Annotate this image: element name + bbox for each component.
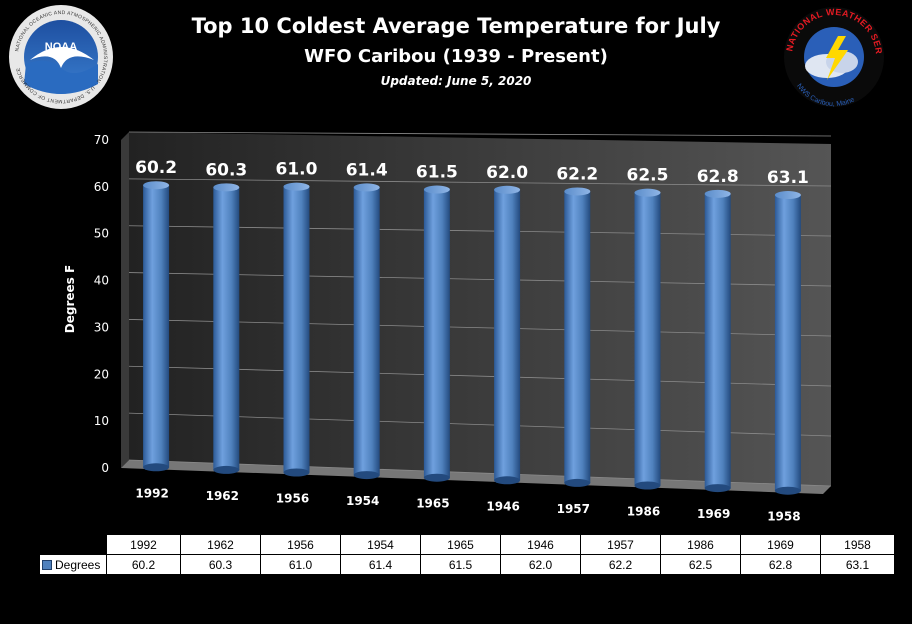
bar bbox=[564, 187, 591, 487]
y-tick-label: 30 bbox=[94, 320, 109, 334]
y-axis-label: Degrees F bbox=[63, 265, 77, 333]
table-row: Degrees 60.2 60.3 61.0 61.4 61.5 62.0 62.2 62.5… bbox=[39, 554, 895, 575]
bar bbox=[774, 191, 801, 495]
y-tick-label: 70 bbox=[94, 133, 109, 147]
y-tick-label: 50 bbox=[94, 227, 109, 241]
value-label: 63.1 bbox=[767, 168, 809, 188]
table-header-cell: 1965 bbox=[420, 534, 501, 555]
table-cell: 62.0 bbox=[500, 554, 581, 575]
value-label: 62.0 bbox=[486, 163, 528, 183]
table-header-cell: 1986 bbox=[660, 534, 741, 555]
series-name: Degrees bbox=[55, 557, 101, 572]
table-corner bbox=[39, 534, 107, 555]
table-header-row: 1992 1962 1956 1954 1965 1946 1957 1986 1969 1958 bbox=[39, 534, 895, 555]
table-cell: 60.3 bbox=[180, 554, 261, 575]
table-header-cell: 1956 bbox=[260, 534, 341, 555]
x-tick-label: 1954 bbox=[346, 494, 379, 508]
bar bbox=[494, 185, 521, 485]
x-tick-label: 1992 bbox=[135, 486, 168, 500]
table-header-cell: 1954 bbox=[340, 534, 421, 555]
table-header-cell: 1962 bbox=[180, 534, 261, 555]
x-tick-label: 1965 bbox=[416, 497, 449, 511]
x-tick-label: 1958 bbox=[767, 510, 800, 524]
chart-subtitle: WFO Caribou (1939 - Present) bbox=[304, 46, 608, 67]
x-axis: 1992 1962 1956 1954 1965 1946 1957 1986 1969 1958 bbox=[135, 486, 800, 523]
table-cell: 62.8 bbox=[740, 554, 821, 575]
bar bbox=[704, 189, 731, 493]
value-label: 62.5 bbox=[627, 166, 669, 186]
y-tick-label: 0 bbox=[101, 461, 109, 475]
x-tick-label: 1969 bbox=[697, 507, 730, 521]
updated-date: Updated: June 5, 2020 bbox=[380, 74, 532, 88]
value-label: 60.3 bbox=[205, 160, 247, 180]
table-cell: 62.5 bbox=[660, 554, 741, 575]
value-label: 61.4 bbox=[346, 160, 388, 180]
table-header-cell: 1992 bbox=[106, 534, 181, 555]
table-header-cell: 1957 bbox=[580, 534, 661, 555]
noaa-logo: NOAA NATIONAL OCEANIC AND ATMOSPHERIC AD… bbox=[9, 5, 113, 109]
bar bbox=[283, 182, 310, 477]
table-header-cell: 1946 bbox=[500, 534, 581, 555]
x-tick-label: 1946 bbox=[486, 499, 519, 513]
chart-title: Top 10 Coldest Average Temperature for J… bbox=[191, 14, 721, 38]
value-label: 62.8 bbox=[697, 167, 739, 187]
side-wall bbox=[121, 132, 129, 468]
table-cell: 61.0 bbox=[260, 554, 341, 575]
table-header-cell: 1958 bbox=[820, 534, 895, 555]
table-cell: 61.5 bbox=[420, 554, 501, 575]
data-table: 1992 1962 1956 1954 1965 1946 1957 1986 1969 1958… bbox=[39, 534, 895, 575]
table-cell: 62.2 bbox=[580, 554, 661, 575]
y-axis: 0 10 20 30 40 50 60 70 bbox=[94, 133, 109, 475]
y-tick-label: 60 bbox=[94, 180, 109, 194]
nws-logo: NATIONAL WEATHER SERVICE NWS Caribou, Ma… bbox=[772, 4, 884, 108]
table-cell: 61.4 bbox=[340, 554, 421, 575]
y-tick-label: 40 bbox=[94, 274, 109, 288]
bar bbox=[423, 185, 450, 482]
bar bbox=[213, 183, 240, 474]
noaa-center-text: NOAA bbox=[45, 41, 77, 53]
value-label: 62.2 bbox=[556, 164, 598, 184]
x-tick-label: 1956 bbox=[276, 492, 309, 506]
legend-swatch bbox=[42, 560, 52, 571]
bars bbox=[143, 181, 801, 495]
bar bbox=[634, 188, 661, 490]
bar bbox=[353, 183, 380, 480]
bar bbox=[143, 181, 170, 472]
value-labels: 60.2 60.3 61.0 61.4 61.5 62.0 62.2 62.5 62.8 63.1 bbox=[135, 158, 809, 188]
y-tick-label: 10 bbox=[94, 414, 109, 428]
x-tick-label: 1962 bbox=[206, 489, 239, 503]
x-tick-label: 1957 bbox=[557, 502, 590, 516]
table-cell: 60.2 bbox=[106, 554, 181, 575]
table-header-cell: 1969 bbox=[740, 534, 821, 555]
table-cell: 63.1 bbox=[820, 554, 895, 575]
value-label: 61.5 bbox=[416, 163, 458, 183]
bar-chart: 0 10 20 30 40 50 60 70 60.2 60.3 61.0 61.4 61.5 62.0… bbox=[63, 131, 832, 524]
gridline bbox=[128, 131, 832, 137]
gridline bbox=[128, 178, 832, 187]
y-tick-label: 20 bbox=[94, 367, 109, 381]
value-label: 60.2 bbox=[135, 158, 177, 178]
value-label: 61.0 bbox=[276, 160, 318, 180]
table-row-header: Degrees bbox=[39, 554, 107, 575]
x-tick-label: 1986 bbox=[627, 505, 660, 519]
